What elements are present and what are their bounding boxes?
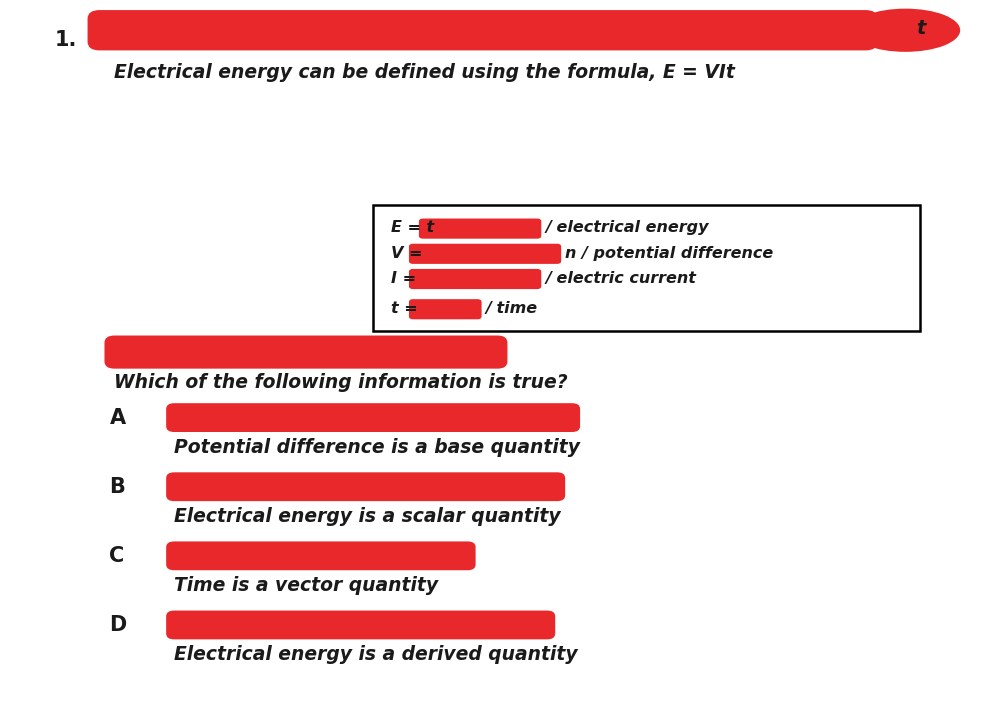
Text: Time is a vector quantity: Time is a vector quantity bbox=[174, 576, 437, 595]
FancyBboxPatch shape bbox=[166, 541, 475, 570]
FancyBboxPatch shape bbox=[409, 243, 561, 264]
Text: / time: / time bbox=[485, 301, 537, 316]
Text: C: C bbox=[109, 546, 124, 566]
Text: Electrical energy is a scalar quantity: Electrical energy is a scalar quantity bbox=[174, 507, 561, 526]
FancyBboxPatch shape bbox=[166, 472, 565, 501]
FancyBboxPatch shape bbox=[166, 403, 580, 432]
Text: 1.: 1. bbox=[55, 30, 77, 50]
Text: / electric current: / electric current bbox=[545, 271, 696, 286]
Text: B: B bbox=[109, 477, 125, 497]
FancyBboxPatch shape bbox=[409, 300, 481, 320]
Text: A: A bbox=[109, 408, 125, 428]
Text: n / potential difference: n / potential difference bbox=[565, 246, 772, 261]
FancyBboxPatch shape bbox=[418, 219, 541, 239]
Text: Which of the following information is true?: Which of the following information is tr… bbox=[114, 373, 568, 392]
Text: t: t bbox=[914, 19, 924, 38]
Ellipse shape bbox=[850, 9, 959, 52]
FancyBboxPatch shape bbox=[373, 205, 919, 331]
FancyBboxPatch shape bbox=[166, 611, 555, 639]
Text: Electrical energy can be defined using the formula, E = VIt: Electrical energy can be defined using t… bbox=[114, 63, 735, 82]
Text: / electrical energy: / electrical energy bbox=[545, 220, 708, 235]
Text: E = t: E = t bbox=[391, 220, 433, 235]
FancyBboxPatch shape bbox=[87, 10, 877, 50]
Text: D: D bbox=[109, 615, 126, 635]
Text: Electrical energy is a derived quantity: Electrical energy is a derived quantity bbox=[174, 645, 578, 664]
Text: I =: I = bbox=[391, 271, 415, 286]
FancyBboxPatch shape bbox=[104, 336, 507, 369]
FancyBboxPatch shape bbox=[409, 269, 541, 289]
Text: t =: t = bbox=[391, 301, 417, 316]
Text: V =: V = bbox=[391, 246, 422, 261]
Text: Potential difference is a base quantity: Potential difference is a base quantity bbox=[174, 438, 580, 456]
